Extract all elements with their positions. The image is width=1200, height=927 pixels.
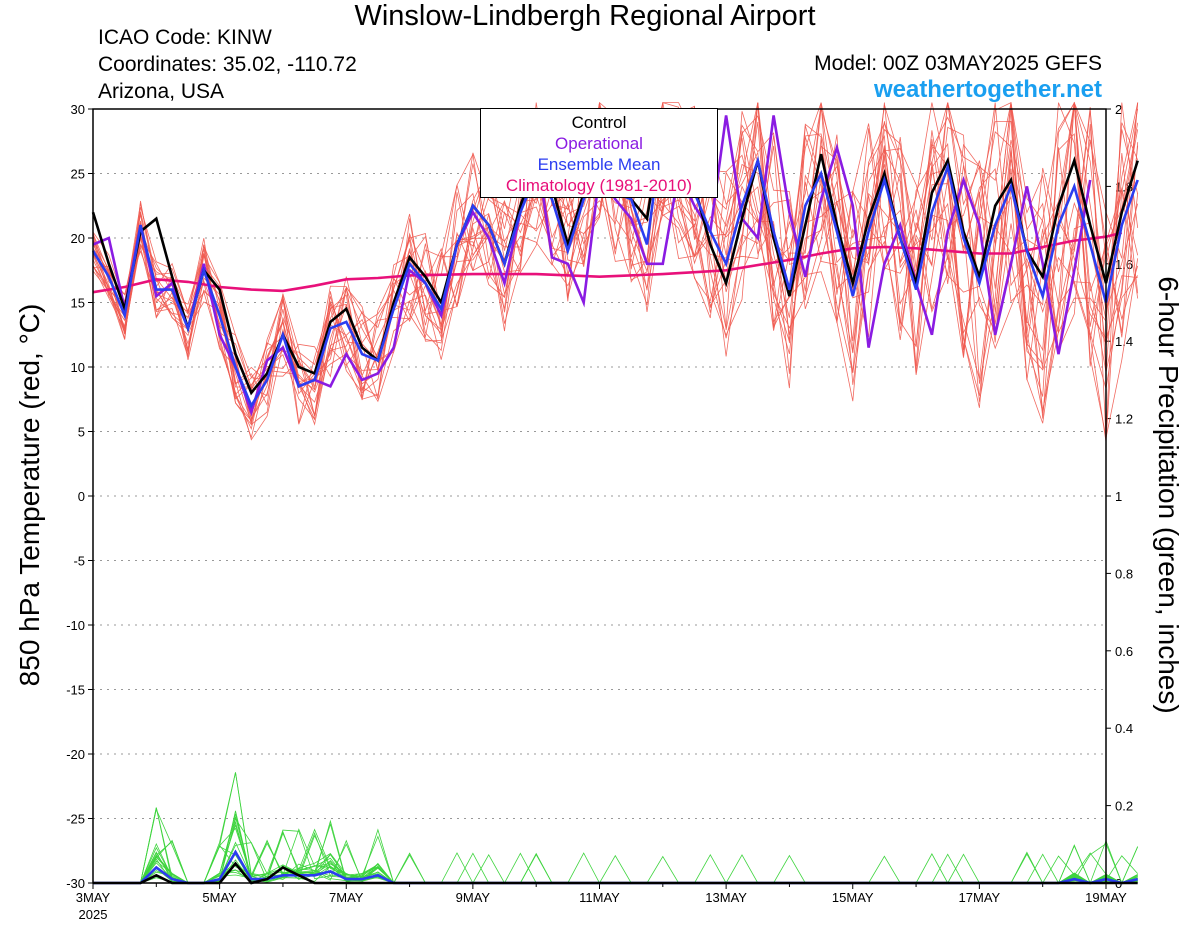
ensemble-member-line	[92, 102, 1139, 441]
y-tick-label: 0	[78, 489, 85, 504]
y-tick-label: 30	[71, 102, 85, 117]
y-tick-label: 5	[78, 425, 85, 440]
precip-member-line	[93, 772, 1138, 884]
x-tick-label: 5MAY	[202, 890, 237, 905]
y-tick-label: 20	[71, 231, 85, 246]
x-tick-label: 15MAY	[832, 890, 874, 905]
x-tick-label: 7MAY	[329, 890, 364, 905]
y2-tick-label: 1.4	[1115, 334, 1133, 349]
y-tick-label: -30	[66, 876, 85, 891]
y-tick-label: 10	[71, 360, 85, 375]
x-tick-year: 2025	[79, 907, 108, 922]
ensemble-member-line	[92, 102, 1139, 407]
y-tick-label: -5	[73, 554, 85, 569]
y2-tick-label: 1	[1115, 489, 1122, 504]
legend-ensemble-mean: Ensemble Mean	[537, 155, 661, 174]
x-tick-label: 17MAY	[959, 890, 1001, 905]
model-label: Model: 00Z 03MAY2025 GEFS	[814, 52, 1102, 75]
x-tick-label: 11MAY	[579, 890, 620, 905]
y2-tick-label: 0.2	[1115, 799, 1133, 814]
y-tick-label: 25	[71, 167, 85, 182]
y-tick-label: -20	[66, 747, 85, 762]
climatology-line	[92, 231, 1123, 294]
y-tick-label: -10	[66, 618, 85, 633]
coordinates: Coordinates: 35.02, -110.72	[98, 53, 357, 76]
legend-control: Control	[571, 113, 627, 132]
x-tick-label: 3MAY	[76, 890, 111, 905]
legend: Control Operational Ensemble Mean Climat…	[480, 108, 718, 198]
ensemble-member-line	[92, 102, 1139, 420]
y2-tick-label: 2	[1115, 102, 1122, 117]
y-tick-label: 15	[71, 296, 85, 311]
ensemble-member-line	[92, 102, 1139, 424]
y-tick-label: -15	[66, 683, 85, 698]
y2-tick-label: 0.8	[1115, 566, 1133, 581]
y2-tick-label: 1.2	[1115, 412, 1133, 427]
x-tick-label: 13MAY	[705, 890, 747, 905]
y2-tick-label: 0.6	[1115, 644, 1133, 659]
legend-climatology: Climatology (1981-2010)	[505, 176, 693, 195]
y2-tick-label: 0.4	[1115, 721, 1133, 736]
legend-operational: Operational	[555, 134, 643, 153]
site-link[interactable]: weathertogether.net	[873, 76, 1102, 103]
ensemble-member-line	[92, 102, 1139, 394]
chart-title: Winslow-Lindbergh Regional Airport	[354, 0, 816, 32]
x-tick-label: 9MAY	[456, 890, 491, 905]
y-tick-label: -25	[66, 812, 85, 827]
region: Arizona, USA	[98, 80, 225, 103]
x-tick-label: 19MAY	[1085, 890, 1127, 905]
icao-code: ICAO Code: KINW	[98, 26, 272, 49]
operational-line	[92, 115, 1092, 417]
